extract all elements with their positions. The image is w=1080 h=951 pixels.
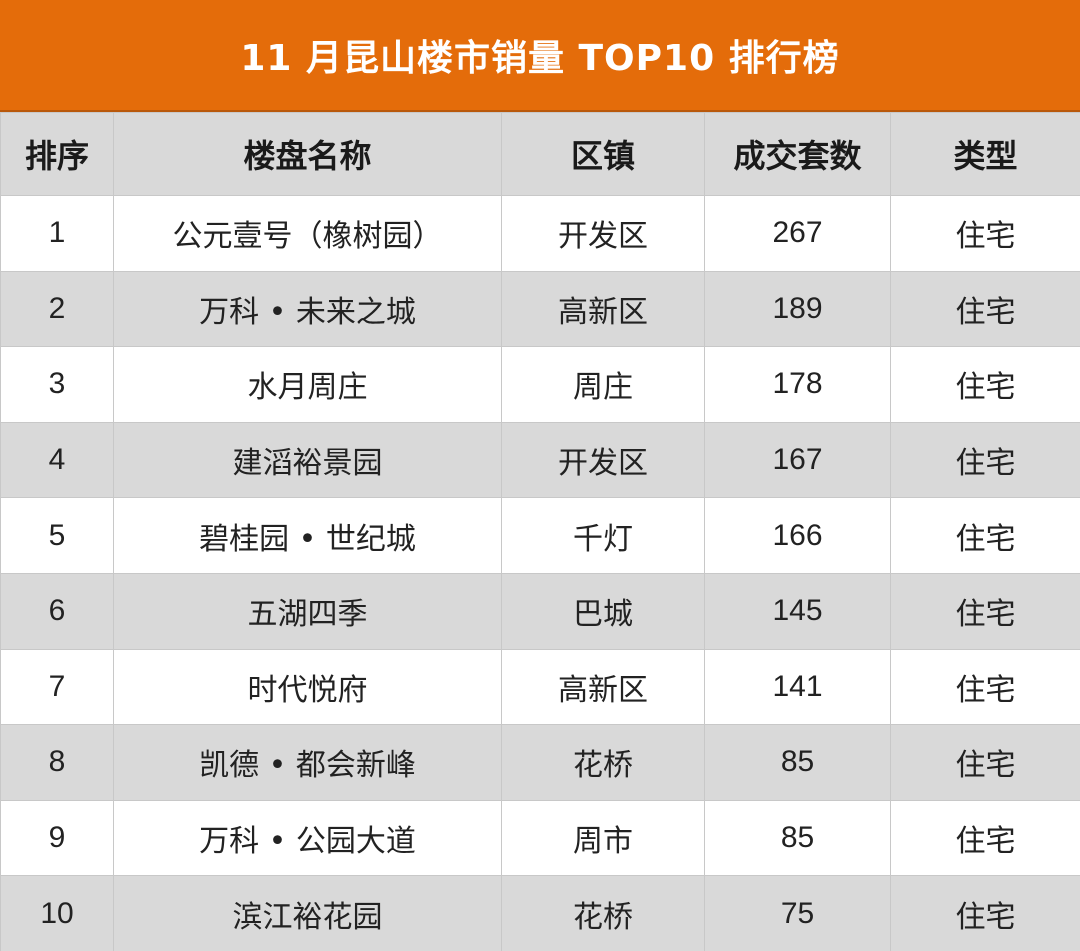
table-row: 6 五湖四季 巴城 145 住宅	[0, 572, 1080, 650]
name-cell: 公元壹号（橡树园）	[113, 195, 502, 272]
rank-cell: 8	[0, 724, 114, 801]
type-cell: 住宅	[890, 195, 1080, 272]
ranking-table: 排序 楼盘名称 区镇 成交套数 类型 1 公元壹号（橡树园） 开发区 267 住…	[0, 112, 1080, 951]
header-row: 排序 楼盘名称 区镇 成交套数 类型	[0, 112, 1080, 196]
area-cell: 巴城	[501, 572, 705, 650]
count-cell: 75	[704, 875, 891, 951]
count-cell: 189	[704, 270, 891, 348]
type-cell: 住宅	[890, 799, 1080, 877]
count-cell: 166	[704, 497, 891, 574]
area-cell: 高新区	[501, 270, 705, 348]
area-cell: 花桥	[501, 875, 705, 951]
type-cell: 住宅	[890, 572, 1080, 650]
table-row: 3 水月周庄 周庄 178 住宅	[0, 346, 1080, 423]
page-title: 11 月昆山楼市销量 TOP10 排行榜	[240, 38, 840, 79]
rank-cell: 10	[0, 875, 114, 951]
header-rank: 排序	[0, 112, 114, 196]
count-cell: 145	[704, 572, 891, 650]
header-type: 类型	[890, 112, 1080, 196]
rank-cell: 1	[0, 195, 114, 272]
count-cell: 85	[704, 799, 891, 877]
rank-cell: 4	[0, 421, 114, 499]
area-cell: 周市	[501, 799, 705, 877]
type-cell: 住宅	[890, 346, 1080, 423]
area-cell: 周庄	[501, 346, 705, 423]
count-cell: 85	[704, 724, 891, 801]
name-cell: 凯德 • 都会新峰	[113, 724, 502, 801]
table-row: 10 滨江裕花园 花桥 75 住宅	[0, 875, 1080, 951]
count-cell: 178	[704, 346, 891, 423]
header-area: 区镇	[501, 112, 705, 196]
area-cell: 高新区	[501, 648, 705, 726]
type-cell: 住宅	[890, 421, 1080, 499]
name-cell: 水月周庄	[113, 346, 502, 423]
table-row: 7 时代悦府 高新区 141 住宅	[0, 648, 1080, 726]
area-cell: 花桥	[501, 724, 705, 801]
area-cell: 千灯	[501, 497, 705, 574]
rank-cell: 5	[0, 497, 114, 574]
name-cell: 滨江裕花园	[113, 875, 502, 951]
table-row: 9 万科 • 公园大道 周市 85 住宅	[0, 799, 1080, 877]
type-cell: 住宅	[890, 648, 1080, 726]
type-cell: 住宅	[890, 270, 1080, 348]
count-cell: 167	[704, 421, 891, 499]
area-cell: 开发区	[501, 421, 705, 499]
table-row: 8 凯德 • 都会新峰 花桥 85 住宅	[0, 724, 1080, 801]
table-row: 2 万科 • 未来之城 高新区 189 住宅	[0, 270, 1080, 348]
header-count: 成交套数	[704, 112, 891, 196]
table-row: 5 碧桂园 • 世纪城 千灯 166 住宅	[0, 497, 1080, 574]
type-cell: 住宅	[890, 497, 1080, 574]
header-name: 楼盘名称	[113, 112, 502, 196]
name-cell: 碧桂园 • 世纪城	[113, 497, 502, 574]
rank-cell: 2	[0, 270, 114, 348]
area-cell: 开发区	[501, 195, 705, 272]
type-cell: 住宅	[890, 875, 1080, 951]
count-cell: 267	[704, 195, 891, 272]
rank-cell: 7	[0, 648, 114, 726]
table-row: 4 建滔裕景园 开发区 167 住宅	[0, 421, 1080, 499]
name-cell: 时代悦府	[113, 648, 502, 726]
rank-cell: 6	[0, 572, 114, 650]
title-bar: 11 月昆山楼市销量 TOP10 排行榜	[0, 0, 1080, 112]
rank-cell: 9	[0, 799, 114, 877]
rank-cell: 3	[0, 346, 114, 423]
name-cell: 五湖四季	[113, 572, 502, 650]
name-cell: 万科 • 公园大道	[113, 799, 502, 877]
name-cell: 万科 • 未来之城	[113, 270, 502, 348]
type-cell: 住宅	[890, 724, 1080, 801]
table-row: 1 公元壹号（橡树园） 开发区 267 住宅	[0, 195, 1080, 272]
name-cell: 建滔裕景园	[113, 421, 502, 499]
count-cell: 141	[704, 648, 891, 726]
